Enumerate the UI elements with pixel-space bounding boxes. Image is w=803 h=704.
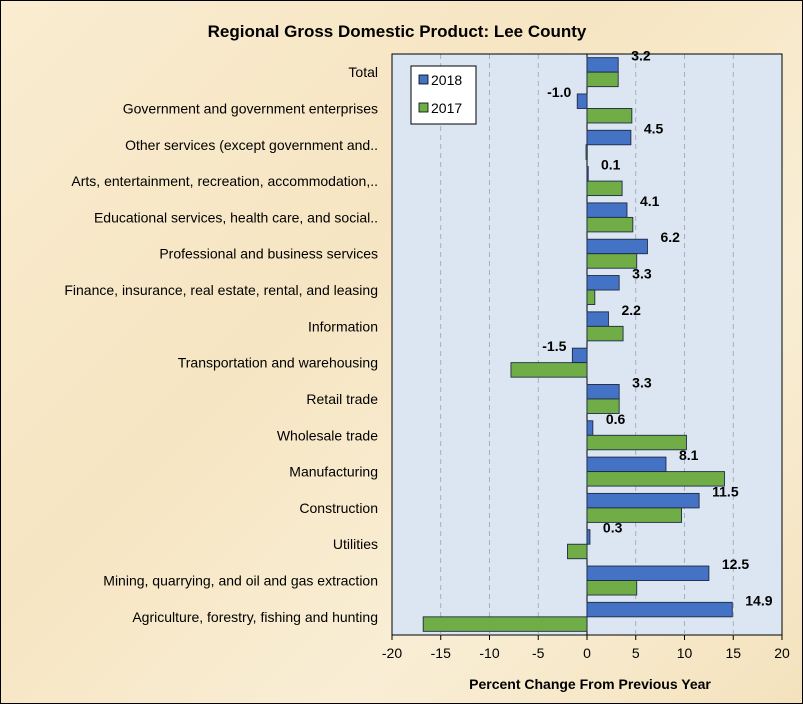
bar-2018-5	[586, 238, 648, 255]
category-label-5: Professional and business services	[159, 246, 378, 262]
bar-2018-15	[586, 601, 733, 618]
bar-2017-15	[422, 616, 588, 632]
x-axis-ticks: -20 -15 -10 -5 0 5 10 15 20	[382, 635, 790, 661]
bar-2018-11	[586, 456, 667, 473]
x-tick-label-1: -15	[431, 645, 451, 661]
category-label-11: Manufacturing	[289, 464, 378, 480]
bar-2017-1	[586, 108, 633, 124]
data-label-2018-7: 2.2	[621, 302, 641, 318]
x-tick-label-4: 0	[583, 645, 591, 661]
x-tick-label-2: -10	[479, 645, 499, 661]
bar-2017-8	[510, 362, 588, 378]
data-labels: 3.2 -1.0 4.5 0.1 4.1 6.2 3.3 2.2 -1.5 3.3 0.6 8.1 11…	[542, 48, 772, 609]
category-label-8: Transportation and warehousing	[178, 355, 378, 371]
legend-swatch-2017	[418, 102, 429, 113]
bar-2017-3	[586, 180, 623, 197]
bar-2017-4	[586, 216, 634, 233]
data-label-2018-10: 0.6	[606, 411, 626, 427]
data-label-2018-3: 0.1	[601, 157, 621, 173]
category-label-7: Information	[308, 318, 378, 334]
bar-2017-6	[586, 289, 596, 305]
legend-swatch-2018	[418, 74, 429, 85]
bar-2017-0	[586, 71, 619, 88]
x-tick-label-7: 15	[725, 645, 741, 661]
bar-2018-6	[586, 275, 620, 291]
x-tick-label-5: 5	[632, 645, 640, 661]
bar-2017-7	[586, 325, 624, 342]
data-label-2018-14: 12.5	[722, 556, 749, 572]
category-label-9: Retail trade	[306, 391, 378, 407]
data-label-2018-2: 4.5	[644, 120, 664, 136]
legend-label-2018: 2018	[431, 72, 462, 88]
legend: 2018 2017	[410, 65, 477, 125]
bar-2018-0	[586, 57, 619, 73]
data-label-2018-5: 6.2	[660, 229, 680, 245]
data-label-2018-9: 3.3	[632, 374, 652, 390]
bar-2017-10	[586, 434, 687, 451]
category-label-4: Educational services, health care, and s…	[94, 209, 378, 225]
x-axis-title: Percent Change From Previous Year	[469, 676, 711, 692]
bar-2017-2	[585, 144, 588, 160]
category-label-14: Mining, quarrying, and oil and gas extra…	[103, 573, 378, 589]
data-label-2018-8: -1.5	[542, 338, 566, 354]
category-label-3: Arts, entertainment, recreation, accommo…	[71, 173, 378, 189]
chart-title: Regional Gross Domestic Product: Lee Cou…	[208, 22, 587, 41]
bar-2017-12	[586, 507, 683, 523]
category-label-13: Utilities	[333, 536, 378, 552]
bar-2017-13	[567, 543, 588, 560]
category-labels: Total Government and government enterpris…	[64, 64, 378, 625]
data-label-2018-1: -1.0	[547, 84, 571, 100]
bar-2018-9	[586, 384, 620, 400]
bar-2018-7	[586, 311, 609, 327]
bar-2018-2	[586, 129, 632, 146]
x-tick-label-3: -5	[532, 645, 545, 661]
bars	[422, 57, 733, 632]
bar-2017-9	[586, 398, 620, 414]
category-label-2: Other services (except government and..	[125, 137, 378, 153]
bar-2018-10	[586, 420, 594, 436]
data-label-2018-15: 14.9	[745, 592, 772, 608]
bar-2017-11	[586, 471, 725, 487]
category-label-15: Agriculture, forestry, fishing and hunti…	[132, 609, 378, 625]
bar-2018-1	[576, 93, 588, 109]
bar-2017-14	[586, 580, 638, 596]
data-label-2018-6: 3.3	[632, 266, 652, 282]
x-tick-label-6: 10	[677, 645, 693, 661]
bar-2018-14	[586, 565, 710, 581]
data-label-2018-11: 8.1	[679, 447, 699, 463]
x-tick-label-0: -20	[382, 645, 402, 661]
data-label-2018-0: 3.2	[631, 48, 651, 64]
data-label-2018-4: 4.1	[640, 193, 660, 209]
category-label-6: Finance, insurance, real estate, rental,…	[64, 282, 378, 298]
bar-2018-4	[586, 202, 628, 218]
x-tick-label-8: 20	[774, 645, 790, 661]
data-label-2018-12: 11.5	[712, 483, 739, 499]
category-label-0: Total	[348, 64, 378, 80]
bar-2018-13	[586, 529, 591, 545]
category-label-12: Construction	[299, 500, 378, 516]
bar-2018-3	[586, 166, 589, 182]
bar-2017-5	[586, 253, 638, 269]
category-label-1: Government and government enterprises	[123, 100, 378, 116]
bar-2018-12	[586, 492, 700, 509]
data-label-2018-13: 0.3	[603, 520, 623, 536]
category-label-10: Wholesale trade	[277, 427, 378, 443]
legend-label-2017: 2017	[431, 100, 462, 116]
bar-2018-8	[571, 347, 588, 364]
